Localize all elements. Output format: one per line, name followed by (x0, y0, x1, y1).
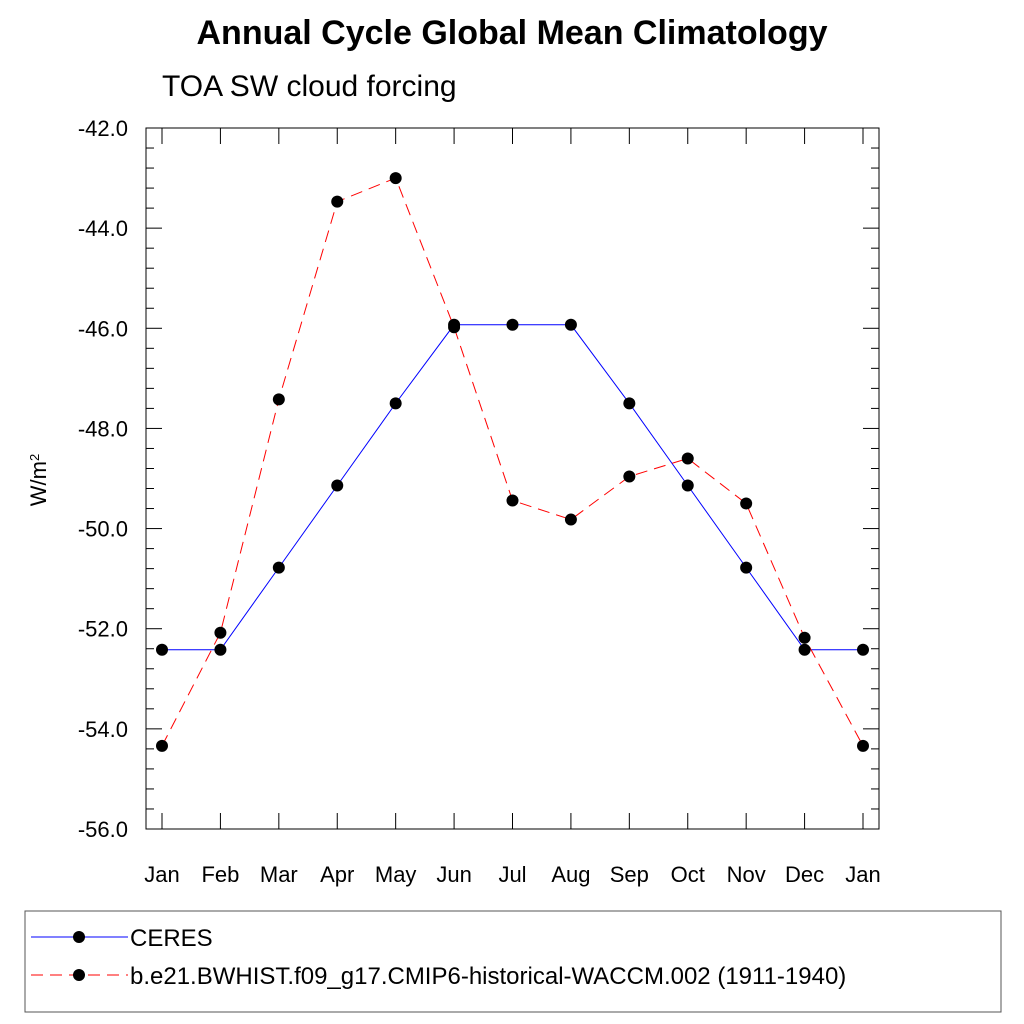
series-1-point (272, 561, 285, 574)
chart-subtitle: TOA SW cloud forcing (162, 70, 457, 103)
series-1-point (623, 397, 636, 410)
series-2-point (564, 513, 577, 526)
x-tick-label: Oct (671, 862, 705, 887)
y-axis-label: W/m2 (26, 454, 51, 506)
series-layer (156, 172, 869, 752)
y-axis-label-text: W/m (26, 461, 51, 506)
series-2-point (448, 321, 461, 334)
series-1-point (389, 397, 402, 410)
x-tick-label: Feb (201, 862, 239, 887)
legend-label-1: CERES (130, 925, 213, 952)
y-tick-label: -44.0 (78, 216, 128, 241)
x-tick-label: May (375, 862, 417, 887)
series-2-point (214, 626, 227, 639)
y-tick-label: -54.0 (78, 717, 128, 742)
y-tick-label: -46.0 (78, 316, 128, 341)
chart-title: Annual Cycle Global Mean Climatology (196, 14, 828, 52)
series-2-point (156, 739, 168, 752)
series-2-point (389, 172, 402, 185)
series-1-point (214, 643, 227, 656)
legend-box (24, 910, 1002, 1013)
series-2-point (506, 494, 519, 507)
series-1-point (740, 561, 753, 574)
x-tick-label: Jan (845, 862, 880, 887)
series-1-point (798, 643, 811, 656)
series-2-point (857, 739, 869, 752)
svg-text:W/m2: W/m2 (26, 454, 51, 506)
series-1-point (857, 643, 869, 656)
series-1-point (681, 479, 694, 492)
series-2-point (623, 470, 636, 483)
x-tick-label: Aug (551, 862, 590, 887)
series-line-2 (161, 177, 864, 747)
series-2-point (331, 195, 344, 208)
x-tick-label: Jun (436, 862, 471, 887)
series-2-point (681, 452, 694, 465)
series-1-point (331, 479, 344, 492)
series-2-point (272, 393, 285, 406)
x-tick-label: Nov (727, 862, 766, 887)
series-1-point (564, 318, 577, 331)
y-tick-label: -48.0 (78, 416, 128, 441)
y-tick-label: -56.0 (78, 817, 128, 842)
x-tick-label: Sep (610, 862, 649, 887)
legend-marker-2 (73, 969, 85, 981)
x-tick-label: Jul (498, 862, 526, 887)
x-tick-label: Mar (260, 862, 298, 887)
legend-label-2: b.e21.BWHIST.f09_g17.CMIP6-historical-WA… (130, 963, 846, 990)
x-tick-label: Apr (320, 862, 354, 887)
legend-marker-1 (73, 931, 85, 943)
y-tick-label: -50.0 (78, 517, 128, 542)
x-tick-label: Jan (144, 862, 179, 887)
plot-frame (145, 127, 880, 830)
y-axis-label-superscript: 2 (27, 454, 42, 461)
series-1-point (506, 318, 519, 331)
axis-ticks: -56.0 -54.0 -52.0 -50.0 -48.0 -46.0 -44.0 -42.0… (78, 116, 881, 887)
series-line-1 (162, 324, 863, 651)
series-2-point (798, 631, 811, 644)
y-tick-label: -52.0 (78, 617, 128, 642)
x-tick-label: Dec (785, 862, 824, 887)
series-1-point (156, 643, 168, 656)
legend: CERES b.e21.BWHIST.f09_g17.CMIP6-historic… (24, 910, 1002, 1013)
y-tick-label: -42.0 (78, 116, 128, 141)
series-2-point (740, 497, 753, 510)
